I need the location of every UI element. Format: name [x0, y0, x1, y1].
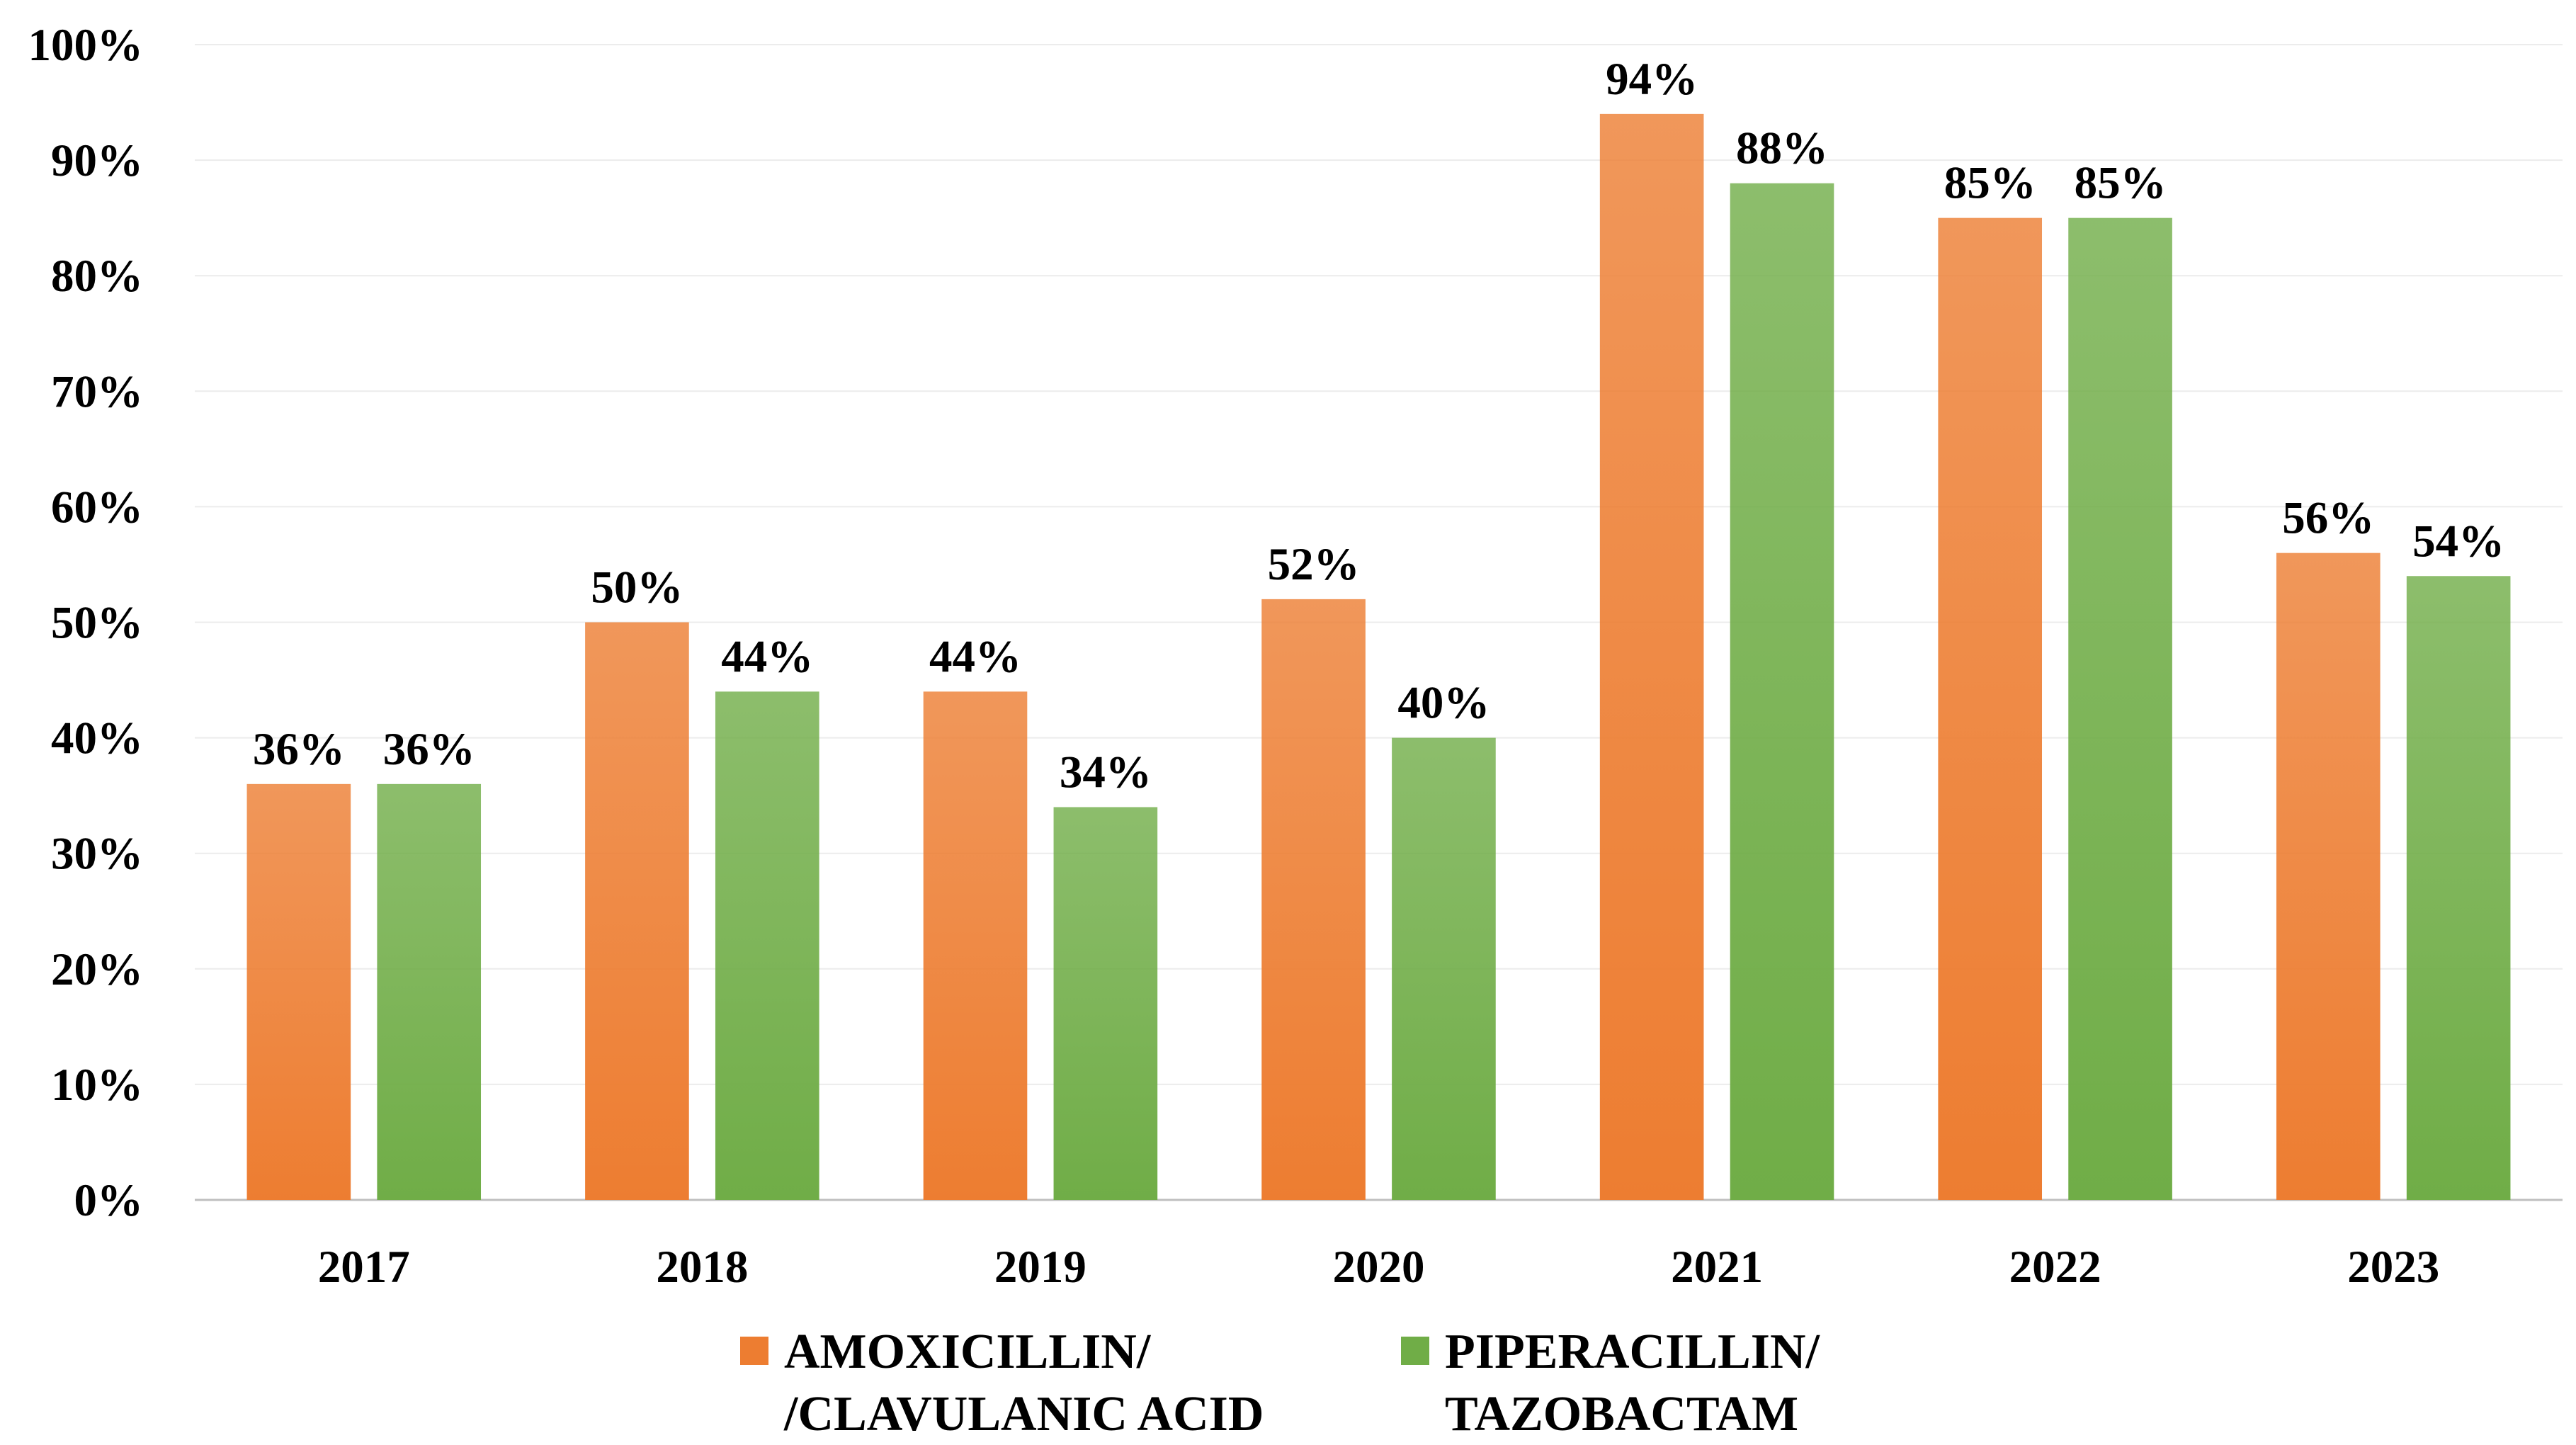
legend-swatch	[1401, 1337, 1429, 1365]
value-label: 94%	[1606, 54, 1698, 105]
value-label: 40%	[1397, 678, 1490, 729]
legend-item: PIPERACILLIN/ TAZOBACTAM	[1401, 1321, 1820, 1445]
y-tick-label: 20%	[51, 944, 143, 995]
bar	[1392, 737, 1496, 1200]
bar	[2406, 576, 2511, 1200]
bar	[1053, 807, 1158, 1200]
y-tick-label: 10%	[51, 1060, 143, 1111]
legend-item: AMOXICILLIN/ /CLAVULANIC ACID	[740, 1321, 1264, 1445]
value-label: 85%	[1944, 158, 2036, 209]
value-label: 36%	[383, 724, 475, 775]
bar	[1938, 217, 2043, 1200]
bar	[923, 691, 1028, 1200]
value-label: 34%	[1060, 747, 1152, 798]
value-label: 88%	[1736, 123, 1828, 174]
x-tick-label: 2018	[656, 1242, 748, 1293]
x-tick-label: 2023	[2347, 1242, 2439, 1293]
bar	[2276, 552, 2381, 1200]
y-tick-label: 90%	[51, 135, 143, 186]
legend-swatch	[740, 1337, 768, 1365]
value-label: 44%	[721, 631, 813, 682]
y-tick-label: 40%	[51, 713, 143, 764]
bar	[246, 783, 351, 1200]
value-label: 50%	[591, 562, 683, 613]
legend-label: PIPERACILLIN/ TAZOBACTAM	[1445, 1325, 1820, 1441]
bar	[1261, 599, 1366, 1200]
y-tick-label: 70%	[51, 366, 143, 417]
bar	[377, 783, 482, 1200]
bar	[1599, 113, 1704, 1201]
value-label: 44%	[929, 631, 1021, 682]
value-label: 85%	[2075, 158, 2167, 209]
bar	[585, 622, 689, 1200]
bar	[715, 691, 819, 1200]
value-label: 36%	[253, 724, 345, 775]
y-tick-label: 80%	[51, 251, 143, 302]
y-tick-label: 0%	[74, 1175, 144, 1226]
bar	[1730, 183, 1834, 1201]
y-tick-label: 50%	[51, 598, 143, 649]
x-tick-label: 2017	[318, 1242, 410, 1293]
value-label: 56%	[2282, 493, 2374, 544]
x-tick-label: 2021	[1671, 1242, 1763, 1293]
y-tick-label: 30%	[51, 829, 143, 880]
y-tick-label: 60%	[51, 482, 143, 533]
y-tick-label: 100%	[28, 20, 144, 71]
x-tick-label: 2020	[1333, 1242, 1425, 1293]
x-tick-label: 2022	[2009, 1242, 2101, 1293]
legend-label: AMOXICILLIN/ /CLAVULANIC ACID	[784, 1325, 1264, 1441]
bar	[2068, 217, 2172, 1200]
x-tick-label: 2019	[994, 1242, 1086, 1293]
value-label: 54%	[2412, 516, 2504, 567]
value-label: 52%	[1268, 539, 1360, 590]
